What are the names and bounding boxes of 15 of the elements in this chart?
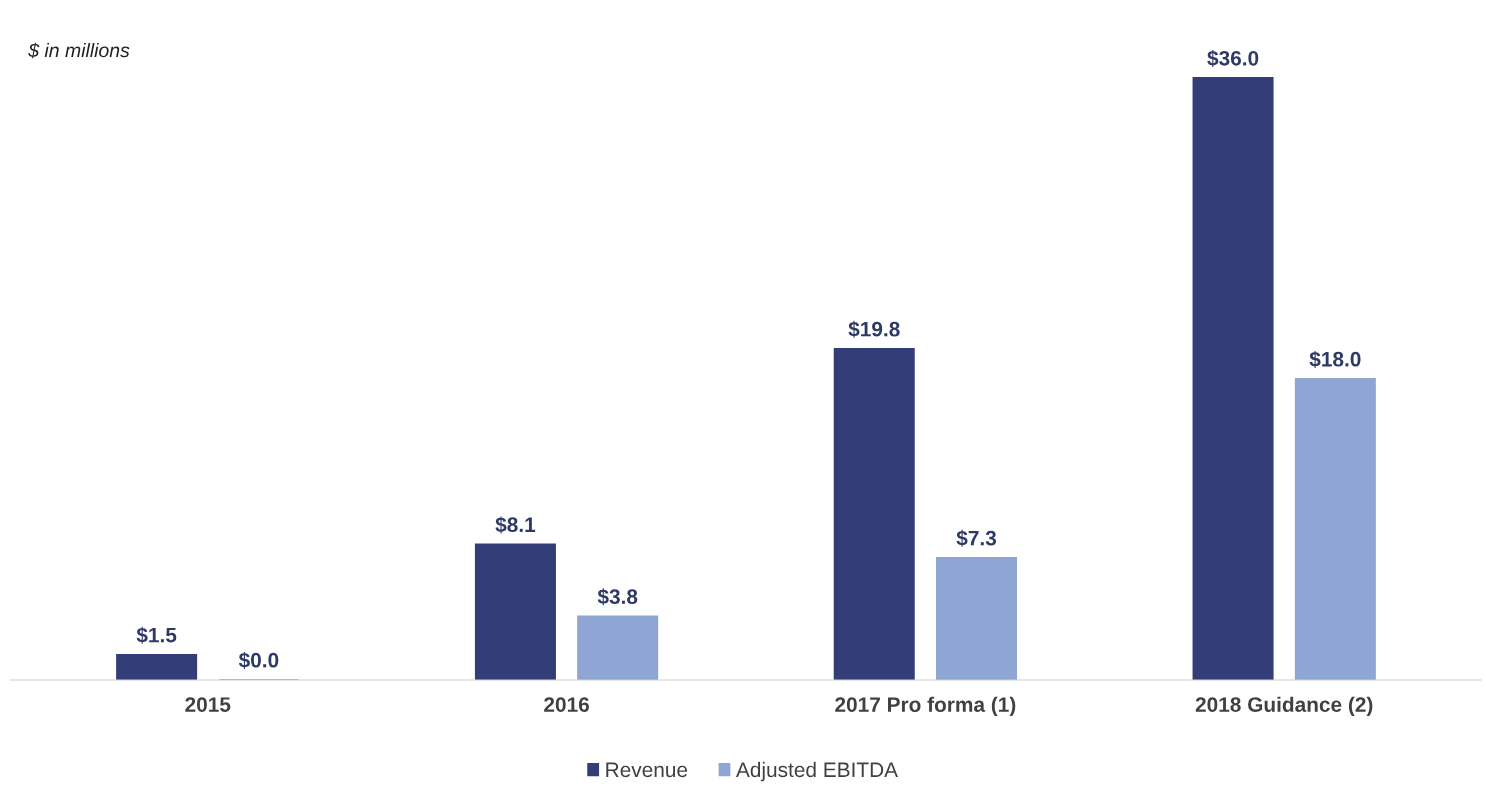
data-label: $19.8	[848, 320, 900, 338]
data-label: $7.3	[956, 529, 997, 547]
data-label: $0.0	[238, 651, 279, 669]
legend-label: Revenue	[606, 762, 688, 778]
x-tick-label: 2018 Guidance (2)	[1195, 696, 1373, 717]
data-label: $8.1	[495, 516, 536, 534]
data-label: $1.5	[136, 626, 177, 644]
data-label: $3.8	[597, 588, 638, 606]
x-tick-label: 2017 Pro forma (1)	[835, 696, 1016, 717]
x-tick-label: 2015	[185, 697, 231, 712]
legend-label: Adjusted EBITDA	[735, 761, 898, 782]
data-label: $18.0	[1309, 350, 1361, 368]
data-label: $36.0	[1207, 49, 1259, 67]
x-tick-label: 2016	[544, 697, 589, 712]
text: $ in millions	[28, 42, 130, 59]
